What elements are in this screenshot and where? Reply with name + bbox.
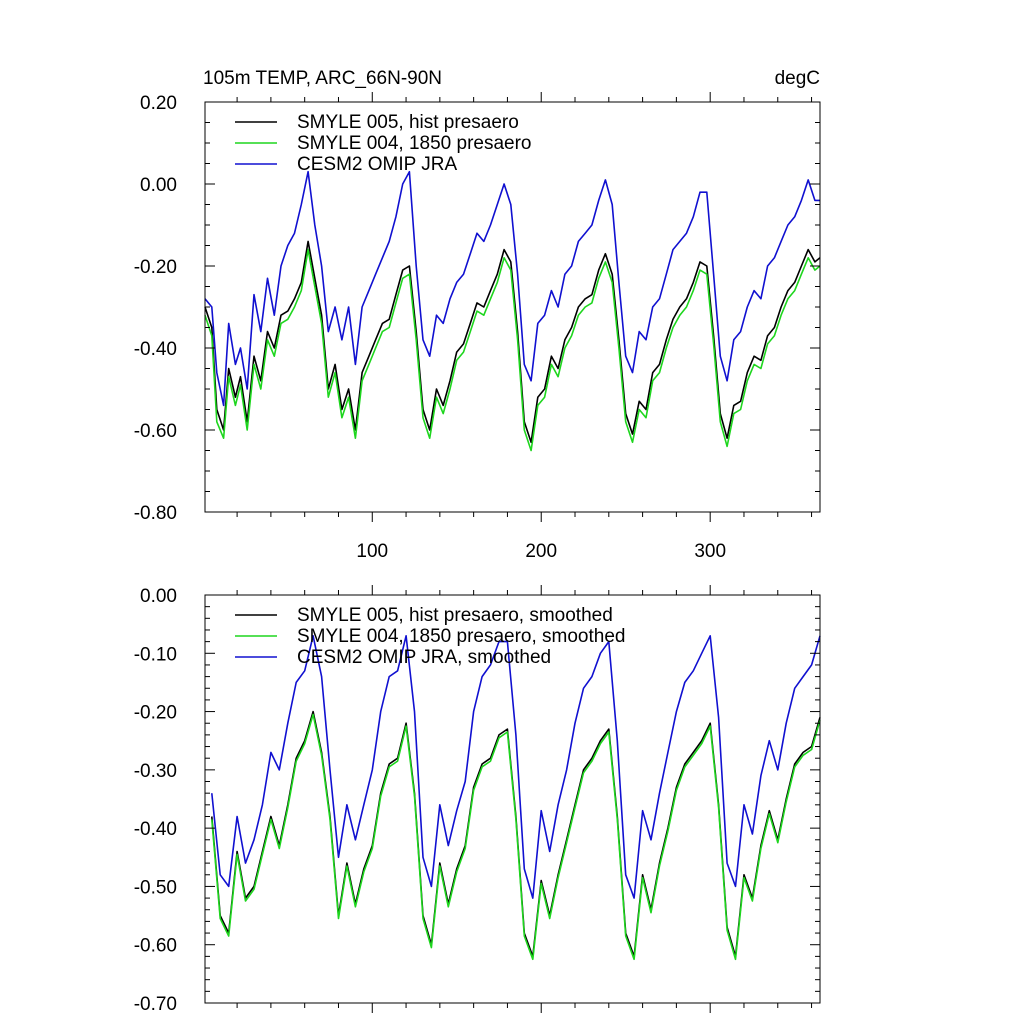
top-xtick-label: 300 [694,541,726,562]
top-legend-label-3: CESM2 OMIP JRA [297,154,457,175]
top-legend-label-2: SMYLE 004, 1850 presaero [297,133,532,154]
top-panel: 105m TEMP, ARC_66N-90N degC 0.20 0.00 -0.2… [134,68,821,562]
bottom-ytick-label: -0.60 [134,936,177,957]
bottom-ytick-label: 0.00 [140,586,177,607]
bottom-ytick-label: -0.30 [134,761,177,782]
bottom-legend: SMYLE 005, hist presaero, smoothedSMYLE … [235,605,625,668]
top-series-line-3 [204,170,820,407]
bottom-series-line-3 [211,635,821,899]
bottom-plot-frame [204,594,821,1004]
top-ytick-label: 0.00 [140,175,177,196]
bottom-ytick-label: -0.70 [134,994,177,1015]
top-ytick-label: 0.20 [140,93,177,114]
top-xtick-label: 200 [525,541,557,562]
bottom-ytick-label: -0.50 [134,877,177,898]
bottom-ytick-label: -0.10 [134,644,177,665]
bottom-ytick-label: -0.20 [134,703,177,724]
bottom-legend-label-3: CESM2 OMIP JRA, smoothed [297,647,551,668]
top-chart-units: degC [775,68,820,89]
bottom-ytick-label: -0.40 [134,819,177,840]
bottom-series-group [211,635,821,961]
top-chart-title: 105m TEMP, ARC_66N-90N [203,68,442,89]
bottom-legend-label-1: SMYLE 005, hist presaero, smoothed [297,605,613,626]
top-ytick-label: -0.60 [134,421,177,442]
top-series-line-2 [204,248,821,452]
top-ytick-label: -0.80 [134,503,177,524]
bottom-panel: 0.00 -0.10 -0.20 -0.30 -0.40 -0.50 -0.60 -0.70 S… [134,585,821,1015]
top-ytick-label: -0.40 [134,339,177,360]
top-legend-label-1: SMYLE 005, hist presaero [297,112,519,133]
bottom-series-line-2 [211,713,821,961]
bottom-legend-label-2: SMYLE 004, 1850 presaero, smoothed [297,626,625,647]
top-ytick-label: -0.20 [134,257,177,278]
top-series-group [204,170,821,452]
top-xtick-label: 100 [356,541,388,562]
